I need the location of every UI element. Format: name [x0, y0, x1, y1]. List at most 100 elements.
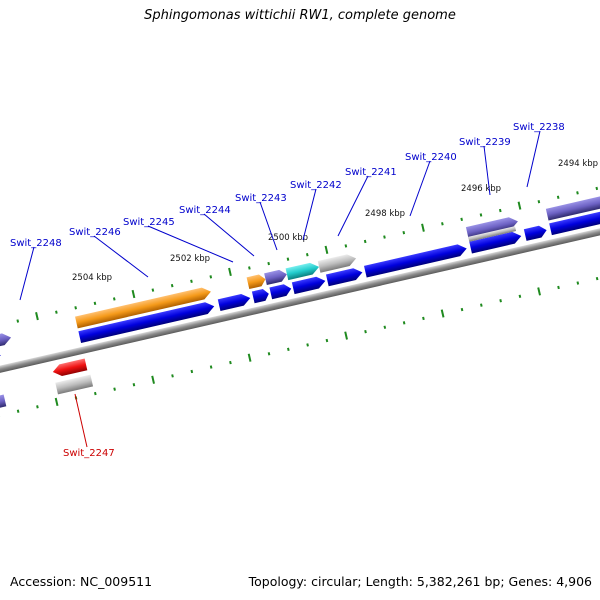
- scale-ticks-inner: [0, 276, 599, 418]
- leader-line-swit-2244: [203, 213, 255, 257]
- cds-forward-9[interactable]: [469, 230, 522, 254]
- gene-feature-4[interactable]: [285, 261, 321, 281]
- tick-inner-33: [595, 276, 599, 281]
- tick-outer-10: [131, 289, 136, 299]
- tick-outer-12: [170, 283, 174, 288]
- tick-outer-16: [248, 266, 251, 270]
- tick-inner-18: [306, 343, 309, 347]
- leader-line-swit-2246: [93, 235, 149, 278]
- tick-inner-28: [499, 299, 502, 303]
- scale-label-2496: 2496 kbp: [461, 184, 501, 194]
- gene-label-swit-2244[interactable]: Swit_2244: [179, 205, 231, 216]
- cds-forward-11[interactable]: [549, 206, 600, 236]
- genome-backbone-group: [0, 185, 600, 418]
- cds-forward-4[interactable]: [251, 288, 270, 304]
- cds-forward-7[interactable]: [325, 267, 364, 287]
- gene-feature-underlay-0[interactable]: [468, 226, 517, 242]
- cds-reverse-gray-0[interactable]: [55, 374, 94, 395]
- leader-line-swit-2241: [337, 175, 369, 237]
- cds-forward-2[interactable]: [78, 300, 215, 343]
- gene-features: [0, 191, 600, 353]
- gene-label-swit-2241[interactable]: Swit_2241: [345, 167, 397, 178]
- tick-inner-13: [209, 365, 213, 369]
- scale-label-2504: 2504 kbp: [72, 273, 112, 283]
- tick-inner-17: [287, 347, 290, 352]
- gene-feature-0[interactable]: [0, 332, 12, 353]
- tick-outer-33: [576, 191, 579, 195]
- tick-outer-15: [228, 267, 232, 277]
- reverse-strand-features: [0, 358, 94, 413]
- cds-forward-5[interactable]: [269, 283, 292, 300]
- tick-inner-31: [557, 285, 560, 290]
- tick-inner-27: [480, 303, 483, 307]
- tick-outer-6: [55, 310, 58, 314]
- forward-strand-features: [0, 206, 600, 367]
- scale-ticks-outer: [16, 186, 599, 323]
- tick-inner-29: [518, 294, 522, 298]
- leader-line-swit-2243: [259, 201, 278, 251]
- gene-label-swit-2240[interactable]: Swit_2240: [405, 152, 457, 163]
- leader-line-swit-2247: [74, 393, 88, 448]
- gene-feature-3[interactable]: [264, 268, 288, 286]
- gene-feature-6[interactable]: [465, 216, 519, 239]
- tick-outer-30: [517, 201, 522, 210]
- leader-line-swit-2245: [147, 225, 234, 263]
- gene-label-swit-2248[interactable]: Swit_2248: [10, 238, 62, 249]
- gene-label-swit-2246[interactable]: Swit_2246: [69, 227, 121, 238]
- tick-outer-21: [344, 244, 348, 248]
- cds-forward-3[interactable]: [217, 292, 252, 312]
- cds-reverse-1[interactable]: [0, 394, 7, 413]
- gene-feature-7[interactable]: [545, 191, 600, 221]
- tick-outer-31: [537, 200, 541, 204]
- genome-summary-text: Topology: circular; Length: 5,382,261 bp…: [248, 574, 592, 589]
- tick-inner-24: [422, 316, 425, 321]
- cds-forward-10[interactable]: [523, 224, 548, 241]
- gene-feature-5[interactable]: [317, 253, 358, 273]
- tick-outer-32: [556, 195, 560, 199]
- accession-text: Accession: NC_009511: [10, 574, 153, 589]
- gene-label-swit-2242[interactable]: Swit_2242: [290, 180, 342, 191]
- tick-outer-13: [190, 279, 193, 283]
- tick-inner-22: [383, 325, 387, 329]
- tick-outer-4: [16, 319, 20, 323]
- tick-inner-3: [16, 409, 20, 413]
- tick-outer-17: [267, 261, 270, 266]
- tick-outer-7: [74, 306, 77, 310]
- tick-inner-8: [113, 387, 116, 391]
- gene-labels: Swit_2238 Swit_2239 Swit_2240 Swit_2241 …: [10, 122, 565, 249]
- tick-inner-21: [364, 329, 367, 334]
- cds-forward-8[interactable]: [363, 243, 468, 278]
- tick-outer-14: [209, 275, 213, 279]
- tick-outer-23: [383, 235, 386, 239]
- tick-outer-34: [595, 186, 599, 191]
- tick-inner-11: [171, 374, 174, 378]
- tick-outer-5: [35, 312, 39, 321]
- tick-outer-28: [479, 213, 483, 217]
- gene-label-swit-2243[interactable]: Swit_2243: [235, 193, 287, 204]
- tick-inner-20: [344, 331, 348, 340]
- cds-forward-1[interactable]: [0, 349, 2, 367]
- leader-line-swit-2238: [526, 130, 541, 188]
- tick-outer-26: [441, 222, 444, 226]
- tick-inner-4: [36, 405, 39, 409]
- leader-line-swit-2242: [302, 188, 317, 241]
- tick-inner-32: [576, 281, 580, 285]
- tick-outer-29: [498, 208, 502, 213]
- tick-inner-19: [325, 338, 329, 343]
- leader-line-swit-2239: [483, 145, 491, 196]
- scale-label-2502: 2502 kbp: [170, 254, 210, 264]
- gene-label-swit-2247[interactable]: Swit_2247: [63, 448, 115, 459]
- cds-reverse-red-1[interactable]: [51, 358, 88, 378]
- gene-label-swit-2238[interactable]: Swit_2238: [513, 122, 565, 133]
- gene-label-swit-2239[interactable]: Swit_2239: [459, 137, 511, 148]
- gene-feature-1[interactable]: [75, 286, 212, 329]
- tick-outer-22: [363, 239, 367, 244]
- gene-label-swit-2245[interactable]: Swit_2245: [123, 217, 175, 228]
- cds-forward-6[interactable]: [291, 275, 327, 295]
- tick-outer-19: [305, 253, 309, 257]
- scale-label-2498: 2498 kbp: [365, 209, 405, 219]
- gene-feature-2[interactable]: [246, 273, 267, 290]
- tick-inner-14: [229, 360, 232, 365]
